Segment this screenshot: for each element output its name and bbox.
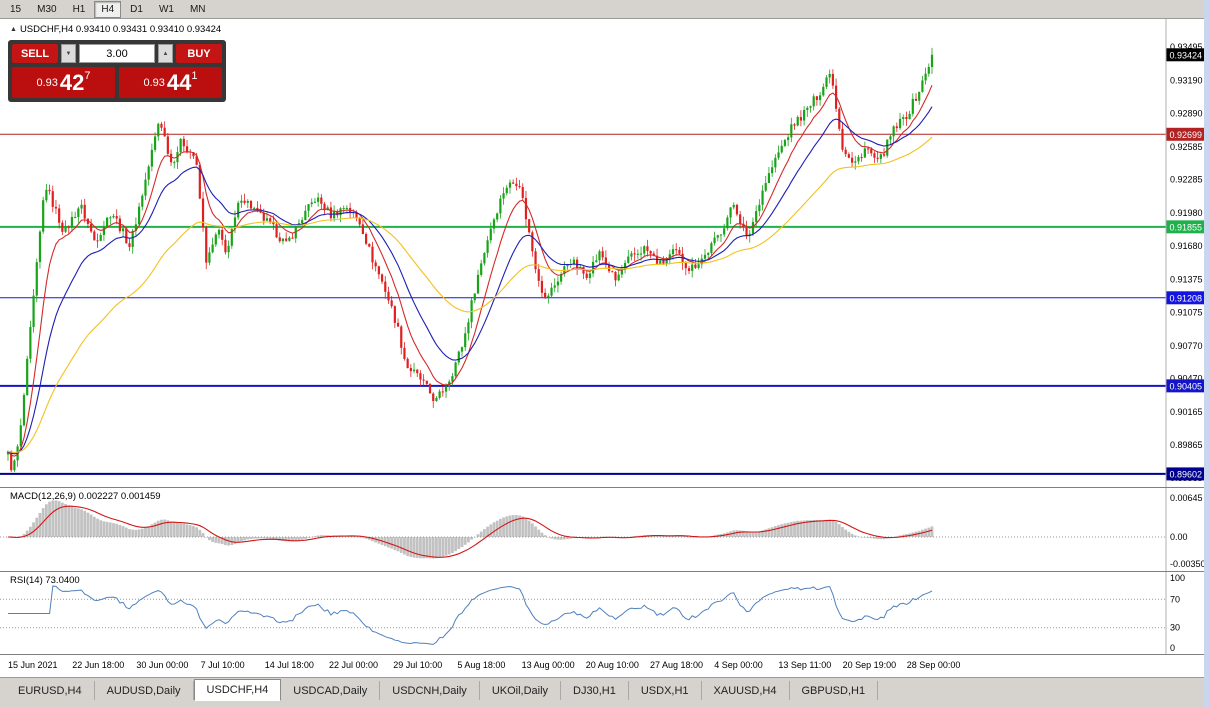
time-label: 27 Aug 18:00 <box>650 660 704 670</box>
chart-tab-audusd-daily[interactable]: AUDUSD,Daily <box>94 681 194 700</box>
chart-ohlc-text: USDCHF,H4 0.93410 0.93431 0.93410 0.9342… <box>19 24 222 35</box>
svg-text:70: 70 <box>1170 594 1180 604</box>
price-chart-panel[interactable]: 0.93495 0.93190 0.92890 0.92585 0.92285 0.919… <box>0 19 1209 487</box>
time-label: 20 Aug 10:00 <box>585 660 639 670</box>
time-label: 5 Aug 18:00 <box>457 660 506 670</box>
chart-tab-eurusd-h4[interactable]: EURUSD,H4 <box>6 681 95 700</box>
svg-text:0.92585: 0.92585 <box>1170 142 1203 152</box>
macd-indicator-panel[interactable]: 0.00645 0.00 -0.00350 MACD(12,26,9) 0.0022… <box>0 487 1209 571</box>
timeframe-m30[interactable]: M30 <box>37 3 57 15</box>
svg-text:30: 30 <box>1170 623 1180 633</box>
chart-title: ▲ USDCHF,H4 0.93410 0.93431 0.93410 0.93… <box>10 24 221 35</box>
svg-text:0.92890: 0.92890 <box>1170 108 1203 118</box>
chart-tab-usdx-h1[interactable]: USDX,H1 <box>628 681 702 700</box>
svg-text:0.93424: 0.93424 <box>1170 50 1203 60</box>
timeframe-h1[interactable]: H1 <box>72 3 86 15</box>
svg-text:0.00: 0.00 <box>1170 532 1188 542</box>
time-label: 13 Aug 00:00 <box>521 660 575 670</box>
triangle-up-icon: ▲ <box>10 26 17 33</box>
svg-text:0.92699: 0.92699 <box>1170 130 1203 140</box>
sell-button[interactable]: SELL <box>12 44 58 63</box>
rsi-label: RSI(14) 73.0400 <box>10 575 80 586</box>
rsi-chart[interactable]: 100 70 30 0 <box>0 572 1209 654</box>
svg-text:0.91980: 0.91980 <box>1170 208 1203 218</box>
caret-up-icon: ▲ <box>162 50 169 57</box>
chart-tab-ukoil-daily[interactable]: UKOil,Daily <box>479 681 562 700</box>
svg-text:0.89602: 0.89602 <box>1170 469 1203 479</box>
sell-price-display: 0.93 42 7 <box>12 67 115 98</box>
chart-tab-usdcnh-daily[interactable]: USDCNH,Daily <box>380 681 480 700</box>
svg-text:0.92285: 0.92285 <box>1170 175 1203 185</box>
timeframe-d1[interactable]: D1 <box>130 3 143 15</box>
time-label: 30 Jun 00:00 <box>136 660 189 670</box>
svg-text:0.93190: 0.93190 <box>1170 75 1203 85</box>
time-label: 20 Sep 19:00 <box>842 660 897 670</box>
time-label: 29 Jul 10:00 <box>393 660 443 670</box>
svg-text:0.91075: 0.91075 <box>1170 307 1203 317</box>
time-axis: 15 Jun 2021 22 Jun 18:00 30 Jun 00:00 7 Jul… <box>0 654 1209 677</box>
svg-text:0.93495: 0.93495 <box>1170 42 1203 52</box>
time-label: 14 Jul 18:00 <box>264 660 314 670</box>
rsi-indicator-panel[interactable]: 100 70 30 0 RSI(14) 73.0400 <box>0 571 1209 654</box>
svg-text:0.90470: 0.90470 <box>1170 374 1203 384</box>
svg-text:0.90165: 0.90165 <box>1170 407 1203 417</box>
macd-label: MACD(12,26,9) 0.002227 0.001459 <box>10 491 161 502</box>
svg-text:0.90770: 0.90770 <box>1170 341 1203 351</box>
chart-tab-gbpusd-h1[interactable]: GBPUSD,H1 <box>789 681 879 700</box>
timeframe-bar: 15 M30 H1 H4 D1 W1 MN <box>0 0 1209 19</box>
svg-text:0: 0 <box>1170 643 1175 653</box>
timeframe-w1[interactable]: W1 <box>158 3 174 15</box>
volume-decrease-button[interactable]: ▼ <box>61 44 76 63</box>
volume-input[interactable] <box>79 44 155 63</box>
chart-tab-usdchf-h4[interactable]: USDCHF,H4 <box>193 679 282 701</box>
time-label: 22 Jul 00:00 <box>329 660 379 670</box>
one-click-trade-panel: SELL ▼ ▲ BUY 0.93 42 7 0.93 44 1 <box>8 40 226 102</box>
caret-down-icon: ▼ <box>65 50 72 57</box>
time-label: 22 Jun 18:00 <box>72 660 125 670</box>
time-label: 15 Jun 2021 <box>8 660 58 670</box>
svg-text:0.91855: 0.91855 <box>1170 222 1203 232</box>
svg-text:0.91680: 0.91680 <box>1170 241 1203 251</box>
chart-tab-usdcad-daily[interactable]: USDCAD,Daily <box>281 681 381 700</box>
svg-text:0.91208: 0.91208 <box>1170 293 1203 303</box>
timeframe-15[interactable]: 15 <box>10 3 22 15</box>
buy-price-display: 0.93 44 1 <box>119 67 222 98</box>
volume-increase-button[interactable]: ▲ <box>158 44 173 63</box>
svg-text:0.89865: 0.89865 <box>1170 440 1203 450</box>
chart-tab-dj30-h1[interactable]: DJ30,H1 <box>561 681 629 700</box>
time-label: 28 Sep 00:00 <box>906 660 961 670</box>
svg-text:0.91375: 0.91375 <box>1170 274 1203 284</box>
svg-text:0.90405: 0.90405 <box>1170 381 1203 391</box>
time-label: 4 Sep 00:00 <box>714 660 763 670</box>
svg-text:0.00645: 0.00645 <box>1170 493 1203 503</box>
time-label: 7 Jul 10:00 <box>200 660 245 670</box>
macd-chart[interactable]: 0.00645 0.00 -0.00350 <box>0 488 1209 571</box>
time-label: 13 Sep 11:00 <box>778 660 832 670</box>
timeframe-mn[interactable]: MN <box>189 3 206 15</box>
buy-button[interactable]: BUY <box>176 44 222 63</box>
timeframe-h4[interactable]: H4 <box>94 0 122 18</box>
svg-text:100: 100 <box>1170 573 1185 583</box>
vertical-scrollbar[interactable] <box>1204 0 1209 707</box>
svg-text:-0.00350: -0.00350 <box>1170 559 1206 569</box>
chart-tabs-bar: EURUSD,H4 AUDUSD,Daily USDCHF,H4 USDCAD,Dai… <box>0 677 1209 707</box>
chart-tab-xauusd-h4[interactable]: XAUUSD,H4 <box>701 681 790 700</box>
